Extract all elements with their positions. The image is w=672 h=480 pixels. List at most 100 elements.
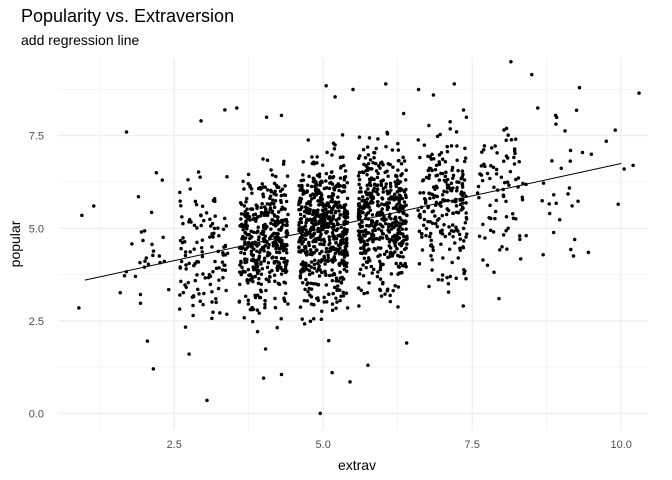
data-point [362, 206, 366, 210]
data-point [301, 160, 305, 164]
data-point [489, 216, 493, 221]
data-point [303, 232, 307, 237]
data-point [265, 202, 270, 206]
data-point [443, 234, 448, 239]
data-point [264, 288, 268, 293]
data-point [217, 233, 221, 238]
data-point [320, 249, 324, 254]
data-point [195, 240, 199, 245]
data-point [297, 245, 301, 249]
regression-line [84, 163, 622, 281]
data-point [201, 302, 205, 307]
data-point [263, 305, 267, 310]
data-point [268, 202, 273, 206]
data-point [366, 153, 371, 157]
data-point [488, 203, 492, 208]
data-point [345, 236, 349, 241]
data-point [388, 184, 393, 189]
data-point [447, 247, 452, 252]
data-point [222, 245, 226, 249]
data-point [142, 229, 147, 233]
data-point [239, 260, 243, 265]
data-point [389, 197, 393, 201]
data-point [248, 307, 253, 312]
data-point [279, 207, 284, 212]
data-point [209, 224, 213, 228]
data-point [446, 282, 451, 286]
data-point [365, 290, 370, 295]
data-point [280, 218, 284, 223]
data-point [253, 267, 258, 272]
data-point [316, 199, 320, 203]
data-point [572, 237, 577, 242]
data-point [371, 239, 375, 244]
data-point [342, 255, 347, 259]
data-point [317, 266, 321, 271]
data-point [464, 217, 469, 221]
data-point [341, 277, 346, 281]
data-point [373, 248, 378, 252]
data-point [394, 261, 398, 266]
data-point [130, 242, 134, 246]
data-point [323, 262, 327, 266]
data-point [237, 299, 242, 304]
data-point [324, 246, 329, 251]
data-point [192, 223, 197, 228]
data-point [192, 263, 196, 268]
data-point [460, 185, 465, 189]
data-point [362, 256, 367, 261]
data-point [399, 173, 403, 178]
data-point [210, 300, 214, 304]
data-point [342, 259, 346, 263]
data-point [151, 253, 155, 258]
data-point [222, 263, 226, 268]
data-point [334, 296, 338, 301]
data-point [404, 227, 408, 231]
data-point [422, 209, 427, 214]
data-point [456, 256, 460, 260]
data-point [500, 245, 504, 249]
data-point [396, 141, 400, 146]
data-point [374, 161, 378, 166]
data-point [385, 169, 389, 173]
data-point [318, 196, 323, 200]
data-point [266, 245, 271, 250]
data-point [497, 296, 501, 301]
data-point [254, 219, 258, 223]
data-point [92, 204, 96, 208]
data-point [187, 261, 191, 266]
data-point [305, 299, 310, 303]
data-point [386, 236, 390, 241]
data-point [430, 245, 435, 249]
data-point [314, 282, 318, 286]
data-point [363, 201, 368, 205]
data-point [378, 267, 383, 272]
data-point [357, 222, 362, 226]
data-point [336, 195, 340, 199]
data-point [273, 305, 278, 310]
data-point [577, 85, 582, 90]
x-tick-label: 2.5 [167, 439, 182, 451]
data-point [400, 227, 404, 231]
data-point [463, 146, 467, 151]
data-point [265, 240, 269, 245]
data-point [300, 205, 304, 209]
data-point [136, 195, 141, 199]
data-point [263, 302, 267, 307]
data-point [364, 213, 368, 217]
data-point [282, 159, 286, 164]
data-point [208, 282, 213, 287]
data-point [363, 156, 368, 160]
data-point [327, 235, 331, 239]
data-point [504, 154, 509, 158]
data-point [386, 255, 390, 260]
data-point [341, 237, 345, 241]
data-point [309, 281, 313, 286]
data-point [357, 182, 361, 187]
data-point [430, 268, 434, 272]
data-point [321, 220, 325, 224]
data-point [319, 270, 324, 275]
data-point [437, 160, 442, 164]
data-point [337, 216, 341, 221]
